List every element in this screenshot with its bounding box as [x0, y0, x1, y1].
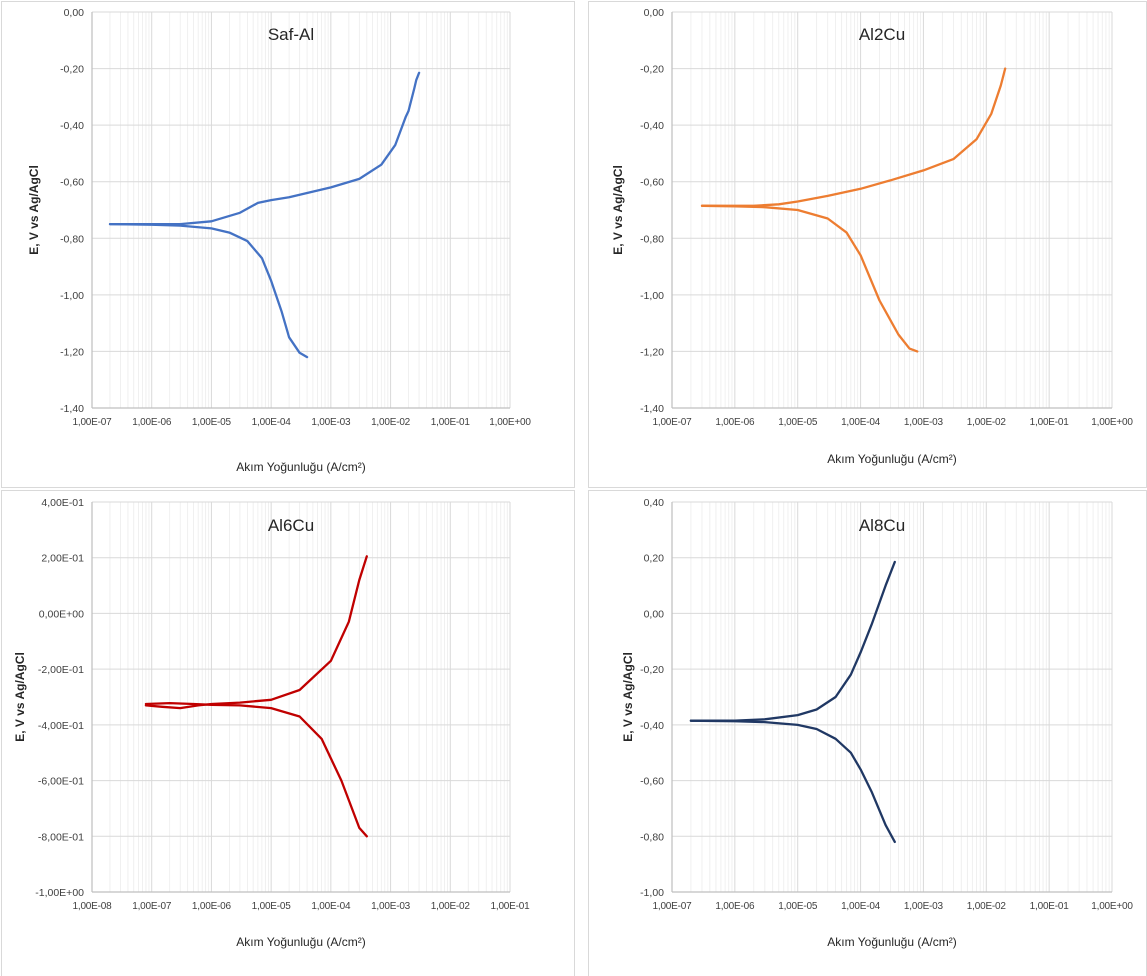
x-tick-label: 1,00E-02 [371, 417, 411, 428]
x-tick-label: 1,00E-06 [715, 901, 755, 912]
y-tick-label: -1,20 [640, 346, 664, 358]
x-tick-label: 1,00E-01 [1030, 417, 1070, 428]
x-tick-label: 1,00E+00 [1091, 901, 1133, 912]
y-axis-title: E, V vs Ag/AgCl [621, 652, 635, 742]
x-tick-label: 1,00E-02 [967, 901, 1007, 912]
y-tick-label: 0,00 [64, 7, 85, 19]
y-tick-label: 0,00 [644, 7, 665, 19]
chart-panel-1: 0,00 -0,20 -0,40 -0,60 -0,80 -1,00 -1,20 -1,40 1… [1, 1, 575, 488]
x-tick-label: 1,00E-08 [73, 901, 113, 912]
cathodic-branch-line [108, 222, 309, 359]
chart-panel-2: 0,00 -0,20 -0,40 -0,60 -0,80 -1,00 -1,20 -1,40 1… [588, 1, 1147, 488]
x-tick-label: 1,00E-07 [73, 417, 113, 428]
y-tick-label: -0,40 [640, 120, 664, 132]
x-tick-label: 1,00E-05 [252, 901, 292, 912]
anodic-branch-line [689, 560, 896, 722]
anodic-branch-line [108, 71, 421, 226]
y-tick-label: -0,60 [640, 177, 664, 189]
x-tick-label: 1,00E-06 [715, 417, 755, 428]
y-tick-label: -0,20 [640, 664, 664, 676]
x-axis-title: Akım Yoğunluğu (A/cm²) [827, 452, 956, 466]
x-tick-label: 1,00E+00 [489, 417, 531, 428]
y-tick-label: 0,20 [644, 553, 665, 565]
x-tick-label: 1,00E-06 [132, 417, 172, 428]
y-tick-label: -0,80 [640, 233, 664, 245]
x-tick-label: 1,00E-07 [653, 417, 693, 428]
x-tick-label: 1,00E-04 [252, 417, 292, 428]
chart-title: Al6Cu [268, 516, 314, 535]
x-tick-label: 1,00E-03 [904, 901, 944, 912]
chart-panel-3: 4,00E-01 2,00E-01 0,00E+00 -2,00E-01 -4,00E-… [1, 490, 575, 976]
x-tick-label: 1,00E-01 [491, 901, 531, 912]
cathodic-branch-line [144, 701, 368, 838]
y-tick-label: 0,00E+00 [39, 608, 84, 620]
y-tick-label: -8,00E-01 [38, 831, 84, 843]
y-tick-label: -0,60 [640, 776, 664, 788]
x-tick-label: 1,00E-03 [371, 901, 411, 912]
cathodic-branch-line [689, 719, 896, 844]
y-tick-label: -0,80 [60, 233, 84, 245]
y-tick-label: 0,00 [644, 608, 665, 620]
x-tick-label: 1,00E-01 [431, 417, 471, 428]
chart-title: Saf-Al [268, 25, 314, 44]
y-tick-label: 4,00E-01 [41, 497, 84, 509]
panel-frame [1, 1, 575, 488]
y-tick-label: -1,00E+00 [35, 887, 84, 899]
chart-panel-4: 0,40 0,20 0,00 -0,20 -0,40 -0,60 -0,80 -1,00 1,0… [588, 490, 1147, 976]
x-tick-label: 1,00E-07 [653, 901, 693, 912]
y-tick-label: -1,40 [60, 403, 84, 415]
panel-frame [588, 490, 1147, 976]
y-axis-title: E, V vs Ag/AgCl [27, 165, 41, 255]
gridlines [671, 501, 1113, 893]
x-tick-label: 1,00E-04 [841, 901, 881, 912]
y-tick-label: 2,00E-01 [41, 553, 84, 565]
x-tick-label: 1,00E-03 [311, 417, 351, 428]
y-tick-label: -0,20 [60, 64, 84, 76]
x-tick-label: 1,00E-04 [841, 417, 881, 428]
x-tick-label: 1,00E+00 [1091, 417, 1133, 428]
x-tick-label: 1,00E-04 [311, 901, 351, 912]
y-tick-label: -6,00E-01 [38, 776, 84, 788]
y-tick-label: -1,20 [60, 346, 84, 358]
chart-title: Al2Cu [859, 25, 905, 44]
y-tick-label: -0,20 [640, 64, 664, 76]
y-tick-label: -1,00 [640, 887, 664, 899]
y-axis-title: E, V vs Ag/AgCl [611, 165, 625, 255]
y-tick-label: -0,60 [60, 177, 84, 189]
anodic-branch-line [144, 555, 368, 710]
x-axis-title: Akım Yoğunluğu (A/cm²) [236, 460, 365, 474]
gridlines [671, 11, 1113, 409]
x-tick-label: 1,00E-01 [1030, 901, 1070, 912]
x-axis-title: Akım Yoğunluğu (A/cm²) [827, 935, 956, 949]
chart-title: Al8Cu [859, 516, 905, 535]
x-tick-label: 1,00E-05 [778, 417, 818, 428]
y-tick-label: -4,00E-01 [38, 720, 84, 732]
cathodic-branch-line [700, 204, 919, 353]
x-tick-label: 1,00E-05 [778, 901, 818, 912]
x-tick-label: 1,00E-05 [192, 417, 232, 428]
x-tick-label: 1,00E-06 [192, 901, 232, 912]
x-tick-label: 1,00E-07 [132, 901, 172, 912]
y-tick-label: -1,40 [640, 403, 664, 415]
y-tick-label: -1,00 [60, 290, 84, 302]
x-tick-label: 1,00E-03 [904, 417, 944, 428]
y-tick-label: -2,00E-01 [38, 664, 84, 676]
gridlines [91, 11, 511, 409]
panel-frame [588, 1, 1147, 488]
x-tick-label: 1,00E-02 [967, 417, 1007, 428]
y-tick-label: -0,40 [640, 720, 664, 732]
gridlines [91, 501, 511, 893]
y-tick-label: -0,80 [640, 831, 664, 843]
y-tick-label: -1,00 [640, 290, 664, 302]
anodic-branch-line [700, 67, 1007, 207]
y-axis-title: E, V vs Ag/AgCl [13, 652, 27, 742]
y-tick-label: -0,40 [60, 120, 84, 132]
x-tick-label: 1,00E-02 [431, 901, 471, 912]
x-axis-title: Akım Yoğunluğu (A/cm²) [236, 935, 365, 949]
y-tick-label: 0,40 [644, 497, 665, 509]
